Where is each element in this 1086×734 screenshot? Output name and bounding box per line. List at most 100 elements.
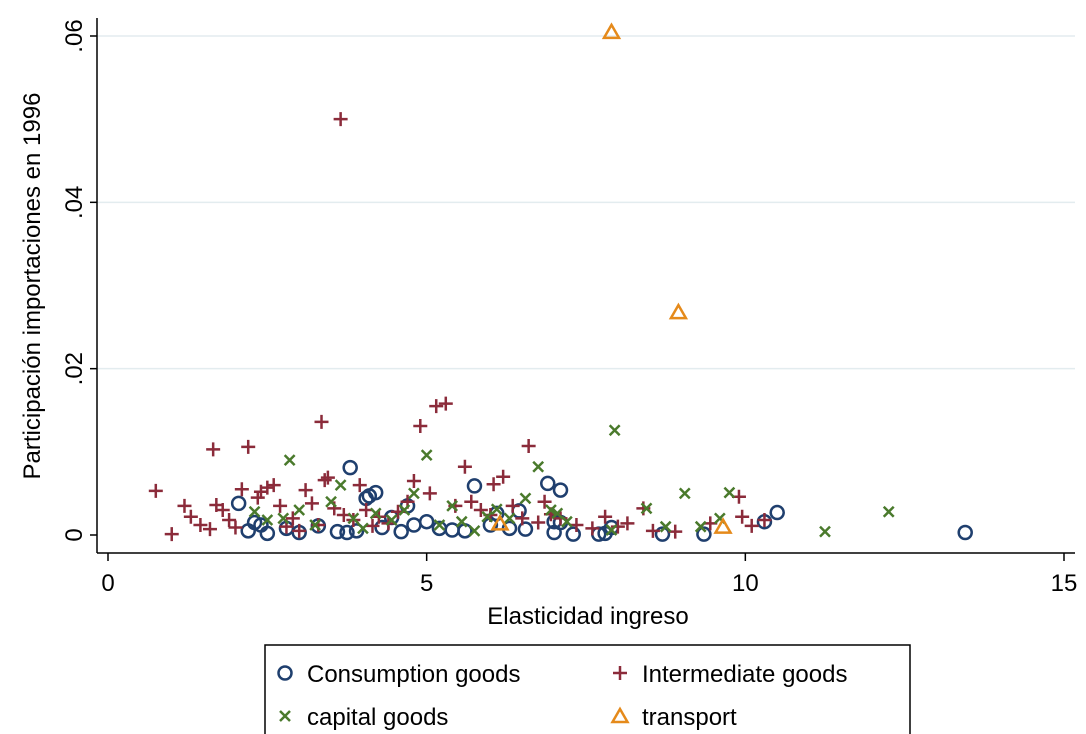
x-tick-label: 10 — [732, 570, 759, 597]
plus-point — [304, 496, 319, 511]
plus-point — [228, 520, 243, 535]
circle-point — [565, 526, 582, 542]
plus-point — [193, 518, 208, 533]
x-point — [293, 504, 306, 516]
triangle-point — [668, 302, 689, 320]
plus-point — [260, 480, 275, 495]
x-point — [248, 505, 261, 518]
plus-point — [735, 509, 750, 524]
circle-point — [240, 523, 256, 539]
plus-point — [177, 498, 192, 513]
y-tick-label: .06 — [61, 19, 88, 52]
x-point — [261, 514, 274, 526]
plus-point — [164, 527, 179, 542]
legend: Consumption goods Intermediate goods capit… — [264, 644, 911, 734]
plus-point — [620, 516, 635, 531]
gridlines — [97, 35, 1075, 370]
x-tick-label: 0 — [101, 570, 114, 597]
plus-point — [464, 494, 479, 509]
x-point — [433, 519, 446, 531]
plus-point — [429, 399, 444, 414]
plus-point — [148, 483, 163, 498]
plus-point — [438, 396, 453, 411]
legend-box — [264, 644, 911, 734]
series-transport — [490, 22, 733, 534]
circle-point — [546, 524, 562, 541]
x-point — [283, 454, 296, 467]
plus-point — [215, 503, 230, 518]
x-point — [398, 504, 411, 516]
x-point — [420, 449, 433, 462]
x-point — [503, 512, 516, 525]
x-point — [481, 510, 494, 523]
plus-point — [422, 486, 437, 501]
x-tick-label: 15 — [1051, 570, 1078, 597]
circle-point — [339, 524, 355, 541]
plus-point — [496, 469, 511, 484]
plus-point — [537, 494, 552, 509]
plus-point — [320, 470, 335, 485]
circle-point — [259, 525, 276, 542]
circle-point — [466, 478, 483, 494]
plus-point — [598, 509, 613, 524]
plus-point — [202, 522, 217, 537]
x-ticks: 0 5 10 15 — [101, 553, 1077, 597]
circle-point — [348, 523, 365, 539]
circle-point — [957, 524, 973, 541]
plus-point — [413, 419, 428, 434]
plus-point — [183, 509, 198, 524]
plus-point — [266, 478, 281, 493]
plus-point — [241, 439, 256, 454]
x-point — [357, 522, 369, 535]
x-point — [605, 524, 618, 536]
plus-point — [222, 513, 237, 528]
circle-point — [230, 495, 247, 512]
plus-point — [505, 498, 520, 513]
circle-point — [540, 475, 556, 492]
x-point — [334, 479, 347, 491]
circle-point — [654, 526, 671, 542]
x-point — [468, 524, 481, 537]
x-axis-title: Elasticidad ingreso — [487, 603, 688, 630]
circle-point — [393, 523, 409, 540]
plus-point — [314, 414, 329, 429]
x-point — [455, 515, 468, 528]
circle-point — [552, 482, 569, 498]
circle-point — [418, 513, 435, 530]
legend-x-marker — [279, 710, 291, 722]
series-capital-goods — [248, 424, 895, 538]
plus-point — [333, 112, 348, 127]
plus-point — [585, 521, 600, 536]
y-tick-label: 0 — [61, 528, 88, 541]
triangle-point — [713, 517, 733, 534]
plus-point — [317, 473, 332, 488]
plus-point — [273, 498, 288, 513]
plus-point — [234, 482, 249, 497]
x-point — [408, 487, 420, 500]
legend-label: transport — [642, 704, 737, 731]
circle-point — [696, 526, 712, 542]
plus-point — [406, 473, 421, 488]
triangle-point — [601, 22, 622, 40]
x-point — [640, 502, 653, 515]
x-point — [347, 512, 360, 525]
plus-point — [486, 477, 501, 492]
circle-point — [517, 521, 534, 537]
x-point — [325, 495, 337, 508]
x-point — [659, 520, 672, 533]
y-tick-label: .04 — [61, 186, 88, 219]
plus-point — [292, 523, 307, 538]
legend-plus-marker — [613, 666, 627, 680]
circle-point — [342, 459, 358, 476]
x-point — [819, 525, 831, 538]
x-point — [694, 520, 707, 533]
plus-point — [744, 518, 759, 533]
plus-point — [285, 511, 300, 526]
circle-point — [769, 504, 785, 521]
legend-label: capital goods — [307, 704, 448, 731]
plus-point — [352, 478, 367, 493]
plus-point — [206, 442, 221, 457]
x-point — [532, 460, 545, 473]
legend-triangle-marker — [610, 706, 630, 724]
